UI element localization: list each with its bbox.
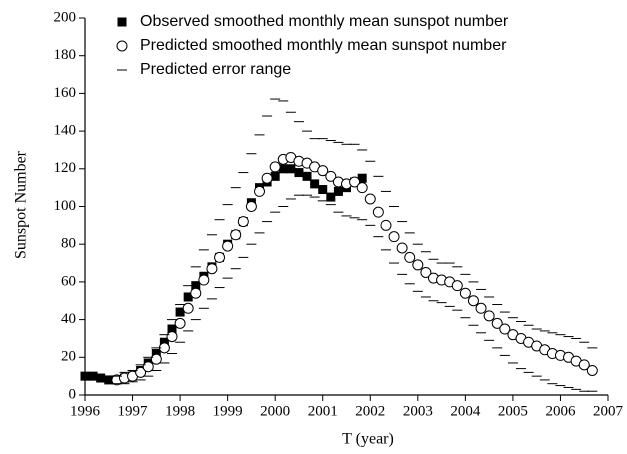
legend-label: Predicted smoothed monthly mean sunspot … <box>140 37 507 54</box>
circle-marker <box>412 259 424 271</box>
x-tick-label: 1996 <box>70 403 101 419</box>
square-marker <box>333 186 343 196</box>
x-tick-label: 2001 <box>308 403 338 419</box>
circle-marker <box>222 240 234 252</box>
circle-marker <box>467 295 479 307</box>
y-axis-label: Sunspot Number <box>13 150 30 259</box>
square-marker <box>80 371 90 381</box>
circle-marker <box>459 287 471 299</box>
circle-marker <box>261 172 273 184</box>
square-marker <box>278 164 288 174</box>
circle-marker <box>364 193 376 205</box>
y-tick-label: 0 <box>69 386 77 402</box>
circle-marker <box>245 201 257 212</box>
square-marker <box>191 281 201 291</box>
circle-marker <box>420 266 432 278</box>
circle-marker <box>451 280 463 292</box>
circle-marker <box>206 263 218 275</box>
square-marker <box>318 185 328 195</box>
circle-marker <box>174 317 186 329</box>
square-marker <box>151 349 161 359</box>
circle-marker <box>404 251 416 263</box>
circle-marker <box>150 353 162 365</box>
circle-marker <box>578 359 590 371</box>
square-marker <box>302 171 312 181</box>
square-marker <box>310 179 320 189</box>
square-marker <box>117 17 127 27</box>
y-tick-label: 20 <box>61 349 76 365</box>
square-marker <box>270 171 280 181</box>
x-tick-label: 2006 <box>545 403 576 419</box>
circle-marker <box>198 274 210 286</box>
square-marker <box>104 375 114 385</box>
x-tick-label: 2007 <box>593 403 624 419</box>
square-marker <box>96 373 106 383</box>
circle-marker <box>586 364 598 376</box>
y-tick-label: 40 <box>61 311 76 327</box>
x-tick-label: 2004 <box>450 403 481 419</box>
square-marker <box>357 173 367 183</box>
legend-label: Predicted error range <box>140 61 291 78</box>
y-tick-label: 180 <box>54 47 77 63</box>
square-marker <box>167 324 177 334</box>
square-marker <box>286 164 296 174</box>
circle-marker <box>116 40 128 52</box>
circle-marker <box>214 251 226 263</box>
y-tick-label: 100 <box>54 198 77 214</box>
legend-label: Observed smoothed monthly mean sunspot n… <box>140 13 509 30</box>
square-marker <box>159 337 169 347</box>
x-tick-label: 2002 <box>355 403 385 419</box>
y-tick-label: 160 <box>54 85 77 101</box>
square-marker <box>88 371 98 381</box>
circle-marker <box>475 302 487 314</box>
circle-marker <box>135 366 147 378</box>
circle-marker <box>269 161 281 173</box>
x-tick-label: 1998 <box>165 403 195 419</box>
x-tick-label: 2003 <box>403 403 433 419</box>
square-marker <box>183 292 193 302</box>
x-tick-label: 1997 <box>118 403 149 419</box>
circle-marker <box>253 185 265 197</box>
y-tick-label: 120 <box>54 160 77 176</box>
y-tick-label: 200 <box>54 9 77 25</box>
circle-marker <box>230 229 242 241</box>
y-tick-label: 80 <box>61 236 76 252</box>
y-tick-label: 60 <box>61 273 76 289</box>
circle-marker <box>396 242 408 254</box>
circle-marker <box>356 182 368 194</box>
x-tick-label: 1999 <box>213 403 243 419</box>
square-marker <box>175 307 185 317</box>
circle-marker <box>166 331 178 343</box>
x-tick-label: 2000 <box>260 403 290 419</box>
x-axis-label: T (year) <box>342 431 394 448</box>
circle-marker <box>317 165 329 177</box>
circle-marker <box>388 231 400 243</box>
circle-marker <box>237 216 249 228</box>
circle-marker <box>182 302 194 314</box>
circle-marker <box>349 176 361 188</box>
square-marker <box>326 192 336 202</box>
y-tick-label: 140 <box>54 123 77 139</box>
x-tick-label: 2005 <box>498 403 528 419</box>
circle-marker <box>372 206 384 218</box>
circle-marker <box>483 310 495 322</box>
circle-marker <box>499 323 511 335</box>
square-marker <box>294 168 304 178</box>
circle-marker <box>325 170 337 182</box>
circle-marker <box>491 317 503 329</box>
circle-marker <box>380 219 392 231</box>
circle-marker <box>142 361 154 373</box>
circle-marker <box>190 287 202 299</box>
